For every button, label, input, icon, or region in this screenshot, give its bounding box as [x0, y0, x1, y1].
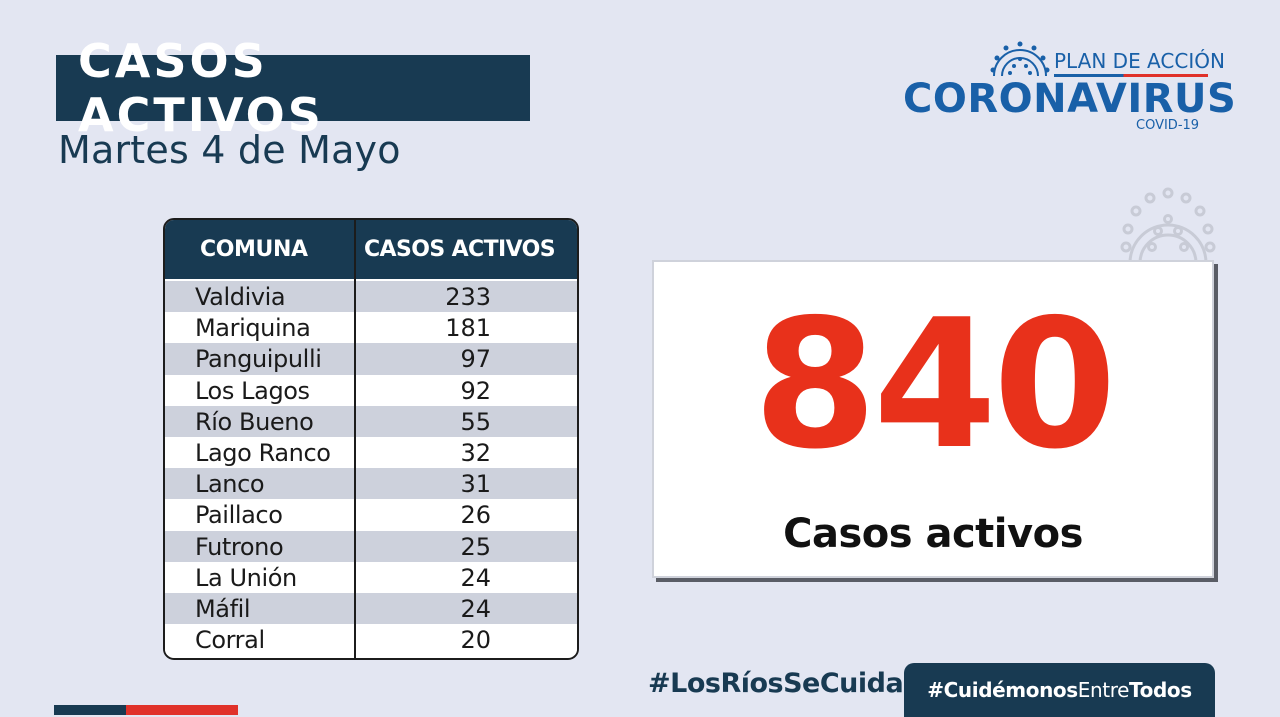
hashtag-part-1: #Cuidémonos — [927, 678, 1078, 702]
cell-comuna: Futrono — [195, 532, 284, 561]
table-row: Paillaco 26 — [165, 499, 577, 531]
table-header: COMUNA CASOS ACTIVOS — [165, 220, 577, 279]
logo-covid-text: COVID-19 — [1136, 118, 1200, 133]
total-cases-number: 840 — [753, 281, 1117, 488]
table-row: Lanco 31 — [165, 468, 577, 500]
coronavirus-outline-icon — [1120, 187, 1216, 264]
hashtag-part-3: Todos — [1129, 678, 1192, 702]
cell-casos: 24 — [460, 563, 491, 592]
table-row: Lago Ranco 32 — [165, 436, 577, 469]
logo-plan-text: PLAN DE ACCIÓN — [1054, 49, 1225, 73]
footer-bar-navy — [54, 705, 126, 715]
cell-casos: 24 — [460, 594, 491, 623]
total-cases-label: Casos activos — [783, 511, 1083, 557]
cell-casos: 31 — [460, 470, 491, 499]
cell-comuna: Lanco — [195, 470, 265, 499]
table-body: Valdivia 233 Mariquina 181 Panguipulli 97 L… — [165, 281, 577, 656]
logo-coronavirus-text: CORONAVIRUS — [903, 76, 1237, 122]
column-header-comuna: COMUNA — [200, 237, 308, 262]
footer-bar-red — [126, 705, 238, 715]
cell-casos: 97 — [460, 345, 491, 374]
page-title: CASOS ACTIVOS — [56, 34, 530, 142]
cell-casos: 32 — [460, 438, 491, 467]
cell-casos: 55 — [460, 407, 491, 436]
cell-casos: 181 — [445, 314, 491, 343]
column-divider — [354, 220, 356, 658]
cell-casos: 92 — [460, 376, 491, 405]
cell-comuna: Panguipulli — [195, 345, 322, 374]
footer-accent-bar — [54, 705, 238, 715]
cell-comuna: Los Lagos — [195, 376, 310, 405]
cell-casos: 26 — [460, 501, 491, 530]
column-header-casos: CASOS ACTIVOS — [364, 237, 556, 262]
cell-comuna: Valdivia — [195, 283, 286, 311]
active-cases-table: COMUNA CASOS ACTIVOS Valdivia 233 Mariqui… — [163, 218, 579, 660]
table-row: Los Lagos 92 — [165, 374, 577, 406]
cell-comuna: Río Bueno — [195, 407, 314, 436]
page-title-text: CASOS ACTIVOS — [78, 34, 324, 142]
cell-comuna: Lago Ranco — [195, 438, 331, 467]
table-row: La Unión 24 — [165, 561, 577, 593]
cell-comuna: Mariquina — [195, 314, 311, 343]
cell-casos: 25 — [460, 532, 491, 561]
coronavirus-icon — [990, 41, 1050, 77]
cell-comuna: Corral — [195, 626, 265, 655]
hashtag-los-rios: #LosRíosSeCuida — [648, 668, 904, 699]
logo-rule — [1054, 74, 1208, 77]
cell-comuna: Paillaco — [195, 501, 283, 530]
date-subtitle: Martes 4 de Mayo — [58, 128, 401, 172]
hashtag-part-2: Entre — [1077, 678, 1130, 702]
cell-comuna: Máfil — [195, 594, 251, 623]
table-row: Valdivia 233 — [165, 281, 577, 313]
table-row: Corral 20 — [165, 624, 577, 656]
table-row: Máfil 24 — [165, 592, 577, 625]
hashtag-cuidemonos: #Cuidémonos Entre Todos — [904, 663, 1215, 717]
total-cases-card: 840 Casos activos — [652, 260, 1214, 578]
cell-casos: 233 — [445, 283, 491, 311]
cell-casos: 20 — [460, 626, 491, 655]
table-row: Panguipulli 97 — [165, 343, 577, 375]
table-row: Río Bueno 55 — [165, 405, 577, 437]
coronavirus-logo: PLAN DE ACCIÓN CORONAVIRUS COVID-19 — [900, 38, 1236, 138]
cell-comuna: La Unión — [195, 563, 297, 592]
table-row: Mariquina 181 — [165, 312, 577, 344]
table-row: Futrono 25 — [165, 530, 577, 562]
